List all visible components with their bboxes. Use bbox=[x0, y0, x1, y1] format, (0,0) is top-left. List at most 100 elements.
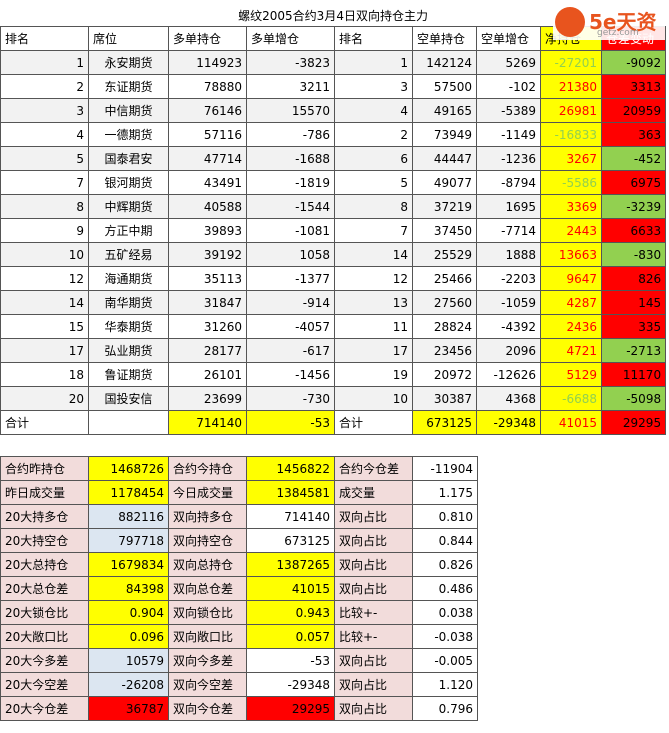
summary-value: 0.038 bbox=[412, 600, 478, 625]
cell: 8 bbox=[0, 194, 89, 219]
summary-value: 1468726 bbox=[88, 456, 169, 481]
cell: 826 bbox=[600, 266, 667, 291]
cell: -1377 bbox=[246, 266, 335, 291]
cell: 1 bbox=[334, 50, 413, 75]
cell: 3 bbox=[0, 98, 89, 123]
cell: 26981 bbox=[540, 98, 602, 123]
summary-label: 20大总持仓 bbox=[0, 552, 89, 577]
cell: 114923 bbox=[168, 50, 247, 75]
cell: 25529 bbox=[412, 242, 477, 267]
summary-value: 1.175 bbox=[412, 480, 478, 505]
cell: -914 bbox=[246, 290, 335, 315]
summary-label: 双向占比 bbox=[334, 504, 413, 529]
summary-label: 20大总仓差 bbox=[0, 576, 89, 601]
summary-value: -53 bbox=[246, 648, 335, 673]
header-cell: 空单增仓 bbox=[476, 26, 541, 51]
cell: 25466 bbox=[412, 266, 477, 291]
cell: 1888 bbox=[476, 242, 541, 267]
cell: 4 bbox=[334, 98, 413, 123]
cell: 13 bbox=[334, 290, 413, 315]
cell: 30387 bbox=[412, 386, 477, 411]
summary-value: 29295 bbox=[246, 696, 335, 721]
cell: 47714 bbox=[168, 146, 247, 171]
summary-label: 双向今空差 bbox=[168, 672, 247, 697]
cell: -452 bbox=[600, 146, 667, 171]
cell: 18 bbox=[0, 362, 89, 387]
cell: 335 bbox=[600, 314, 667, 339]
cell: -6688 bbox=[540, 386, 602, 411]
cell: 37219 bbox=[412, 194, 477, 219]
cell: 37450 bbox=[412, 218, 477, 243]
cell: 6975 bbox=[600, 170, 667, 195]
summary-value: 1679834 bbox=[88, 552, 169, 577]
summary-label: 20大锁仓比 bbox=[0, 600, 89, 625]
data-row: 12 海通期货 35113 -1377 12 25466 -2203 9647 826 bbox=[0, 266, 667, 291]
summary-label: 双向今仓差 bbox=[168, 696, 247, 721]
cell: 3313 bbox=[600, 74, 667, 99]
cell: 21380 bbox=[540, 74, 602, 99]
summary-row: 合约昨持仓 1468726 合约今持仓 1456822 合约今仓差 -11904 bbox=[0, 456, 478, 481]
summary-value: 1384581 bbox=[246, 480, 335, 505]
summary-row: 20大总持仓 1679834 双向总持仓 1387265 双向占比 0.826 bbox=[0, 552, 478, 577]
summary-row: 20大今空差 -26208 双向今空差 -29348 双向占比 1.120 bbox=[0, 672, 478, 697]
summary-row: 20大今仓差 36787 双向今仓差 29295 双向占比 0.796 bbox=[0, 696, 478, 721]
summary-row: 20大敞口比 0.096 双向敞口比 0.057 比较+- -0.038 bbox=[0, 624, 478, 649]
cell: 3 bbox=[334, 74, 413, 99]
summary-value: -0.005 bbox=[412, 648, 478, 673]
cell: 363 bbox=[600, 122, 667, 147]
cell: 44447 bbox=[412, 146, 477, 171]
cell: 57116 bbox=[168, 122, 247, 147]
cell: 11 bbox=[334, 314, 413, 339]
summary-value: 0.904 bbox=[88, 600, 169, 625]
cell: 26101 bbox=[168, 362, 247, 387]
cell: -830 bbox=[600, 242, 667, 267]
cell: -1236 bbox=[476, 146, 541, 171]
total-value: -29348 bbox=[476, 410, 541, 435]
cell: 13663 bbox=[540, 242, 602, 267]
cell: 15 bbox=[0, 314, 89, 339]
cell: 28824 bbox=[412, 314, 477, 339]
header-cell: 多单增仓 bbox=[246, 26, 335, 51]
data-row: 20 国投安信 23699 -730 10 30387 4368 -6688 -5098 bbox=[0, 386, 667, 411]
summary-row: 20大持空仓 797718 双向持空仓 673125 双向占比 0.844 bbox=[0, 528, 478, 553]
cell: 145 bbox=[600, 290, 667, 315]
title: 螺纹2005合约3月4日双向持仓主力 bbox=[238, 8, 428, 23]
total-label: 合计 bbox=[0, 410, 89, 435]
cell: 2 bbox=[334, 122, 413, 147]
cell: -5586 bbox=[540, 170, 602, 195]
summary-label: 双向持多仓 bbox=[168, 504, 247, 529]
summary-label: 双向占比 bbox=[334, 528, 413, 553]
summary-label: 比较+- bbox=[334, 624, 413, 649]
cell: 10 bbox=[334, 386, 413, 411]
broker: 华泰期货 bbox=[88, 314, 169, 339]
summary-label: 双向敞口比 bbox=[168, 624, 247, 649]
cell: 1058 bbox=[246, 242, 335, 267]
total-value: 673125 bbox=[412, 410, 477, 435]
header-cell: 排名 bbox=[334, 26, 413, 51]
summary-value: 41015 bbox=[246, 576, 335, 601]
data-row: 17 弘业期货 28177 -617 17 23456 2096 4721 -2713 bbox=[0, 338, 667, 363]
total-value: 714140 bbox=[168, 410, 247, 435]
broker: 方正中期 bbox=[88, 218, 169, 243]
cell: -786 bbox=[246, 122, 335, 147]
cell: -1059 bbox=[476, 290, 541, 315]
summary-label: 合约今仓差 bbox=[334, 456, 413, 481]
broker: 弘业期货 bbox=[88, 338, 169, 363]
cell: 76146 bbox=[168, 98, 247, 123]
cell: -9092 bbox=[600, 50, 667, 75]
cell: 11170 bbox=[600, 362, 667, 387]
logo: 5e天资 getz.com bbox=[553, 4, 665, 40]
summary-label: 合约昨持仓 bbox=[0, 456, 89, 481]
cell: 17 bbox=[334, 338, 413, 363]
summary-label: 20大持空仓 bbox=[0, 528, 89, 553]
cell: -16833 bbox=[540, 122, 602, 147]
data-row: 3 中信期货 76146 15570 4 49165 -5389 26981 20959 bbox=[0, 98, 667, 123]
cell: 12 bbox=[334, 266, 413, 291]
cell: -1456 bbox=[246, 362, 335, 387]
summary-value: 673125 bbox=[246, 528, 335, 553]
cell: -102 bbox=[476, 74, 541, 99]
cell: 27560 bbox=[412, 290, 477, 315]
cell: 5129 bbox=[540, 362, 602, 387]
summary-label: 20大敞口比 bbox=[0, 624, 89, 649]
cell: 20972 bbox=[412, 362, 477, 387]
